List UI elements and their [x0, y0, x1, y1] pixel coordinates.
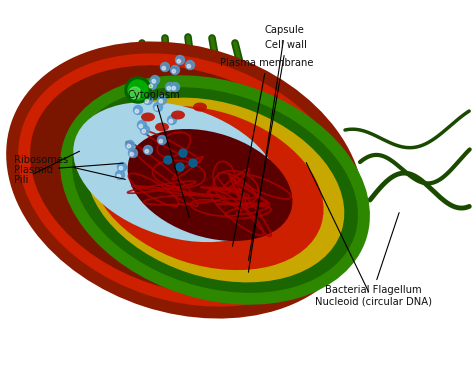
Text: Cytoplasm: Cytoplasm: [128, 90, 189, 217]
Circle shape: [125, 77, 151, 103]
Ellipse shape: [171, 110, 185, 119]
Ellipse shape: [86, 98, 344, 282]
Ellipse shape: [6, 42, 364, 318]
Circle shape: [177, 59, 181, 63]
Circle shape: [127, 144, 131, 148]
Circle shape: [118, 162, 127, 171]
Text: Plasmid: Plasmid: [14, 163, 123, 175]
Circle shape: [147, 80, 156, 89]
Circle shape: [154, 102, 163, 112]
Circle shape: [185, 60, 194, 70]
Circle shape: [157, 95, 166, 104]
Circle shape: [162, 66, 165, 70]
Circle shape: [145, 149, 149, 153]
Circle shape: [137, 121, 146, 129]
Circle shape: [171, 82, 180, 92]
Text: Pili: Pili: [14, 151, 80, 185]
Circle shape: [119, 166, 123, 170]
Circle shape: [140, 126, 149, 134]
Ellipse shape: [73, 102, 281, 242]
Circle shape: [175, 55, 184, 65]
Text: Ribosomes: Ribosomes: [14, 155, 125, 179]
Circle shape: [172, 86, 175, 90]
Circle shape: [176, 163, 184, 171]
Circle shape: [152, 79, 155, 83]
Circle shape: [151, 75, 159, 84]
Ellipse shape: [30, 65, 340, 295]
Circle shape: [144, 95, 153, 104]
Circle shape: [128, 149, 137, 157]
Circle shape: [117, 174, 120, 178]
Ellipse shape: [18, 54, 352, 306]
Circle shape: [167, 86, 171, 90]
Text: Cell wall: Cell wall: [248, 40, 307, 260]
Circle shape: [167, 116, 176, 124]
Circle shape: [159, 99, 163, 103]
Circle shape: [149, 84, 153, 88]
Circle shape: [161, 62, 170, 72]
Circle shape: [129, 87, 141, 99]
Circle shape: [139, 124, 143, 128]
Circle shape: [142, 129, 146, 133]
Text: Plasma membrane: Plasma membrane: [220, 58, 313, 246]
Text: Nucleoid (circular DNA): Nucleoid (circular DNA): [306, 162, 432, 307]
Circle shape: [189, 159, 197, 167]
Ellipse shape: [91, 106, 324, 270]
Ellipse shape: [155, 122, 169, 132]
Circle shape: [134, 105, 143, 114]
Ellipse shape: [60, 75, 370, 305]
Circle shape: [128, 80, 148, 100]
Circle shape: [116, 171, 125, 179]
Circle shape: [144, 146, 153, 154]
Ellipse shape: [128, 129, 292, 241]
Circle shape: [157, 136, 166, 144]
Ellipse shape: [141, 112, 155, 122]
Ellipse shape: [72, 87, 358, 293]
Circle shape: [172, 69, 175, 73]
Circle shape: [135, 109, 138, 113]
Circle shape: [164, 156, 172, 164]
Text: Capsule: Capsule: [248, 25, 305, 272]
Circle shape: [159, 139, 163, 143]
Circle shape: [165, 82, 174, 92]
Circle shape: [169, 119, 173, 123]
Circle shape: [130, 152, 134, 156]
Circle shape: [155, 106, 159, 110]
Circle shape: [179, 149, 187, 157]
Ellipse shape: [193, 102, 207, 112]
Circle shape: [187, 64, 191, 68]
Circle shape: [126, 141, 135, 149]
Text: Bacterial Flagellum: Bacterial Flagellum: [325, 213, 422, 295]
Circle shape: [145, 99, 149, 103]
Circle shape: [171, 65, 180, 75]
